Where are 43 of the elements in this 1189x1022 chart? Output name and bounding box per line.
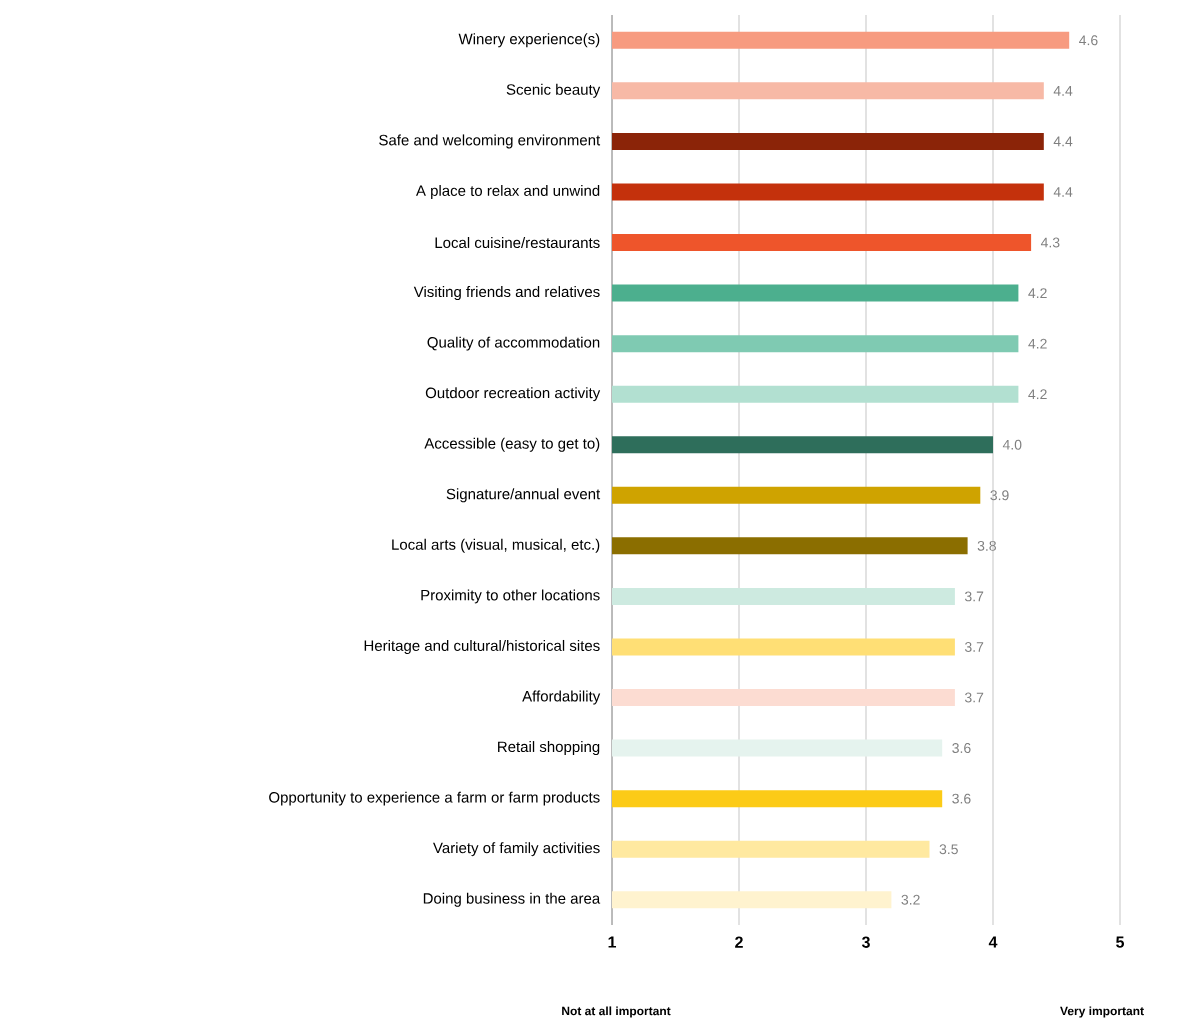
- text: Very important: [1060, 1006, 1144, 1018]
- data-label: 4.2: [1028, 288, 1047, 298]
- y-tick-label: Proximity to other locations: [421, 589, 600, 604]
- data-label: 4.2: [1028, 338, 1047, 349]
- data-label: 4.3: [1040, 237, 1060, 248]
- y-tick-label: Retail shopping: [498, 741, 600, 756]
- y-tick-label: Signature/annual event: [446, 488, 601, 503]
- data-label: 3.7: [964, 692, 984, 703]
- y-tick-label: A place to relax and unwind: [415, 184, 600, 199]
- text: Not at all important: [562, 1006, 671, 1018]
- y-tick-label: Doing business in the area: [423, 892, 601, 907]
- y-tick-label: Local arts (visual, musical, etc.): [392, 538, 600, 553]
- y-tick-label: Visiting friends and relatives: [413, 286, 600, 301]
- y-tick-label: Affordability: [522, 690, 601, 705]
- y-tick-label: Quality of accommodation: [427, 336, 600, 351]
- y-tick-label: Winery experience(s): [458, 33, 600, 48]
- x-tick-label: 1: [608, 936, 617, 948]
- data-label: 4.0: [1002, 439, 1022, 450]
- data-label: 3.9: [990, 490, 1009, 501]
- y-tick-label: Variety of family activities: [433, 842, 600, 857]
- x-tick-label: 5: [1116, 936, 1125, 948]
- y-tick-label: Safe and welcoming environment: [379, 134, 601, 149]
- data-label: 4.4: [1053, 187, 1073, 197]
- data-label: 3.2: [901, 894, 920, 905]
- y-tick-label: Outdoor recreation activity: [425, 387, 601, 402]
- y-tick-label: Accessible (easy to get to): [424, 437, 600, 452]
- y-tick-label: Scenic beauty: [506, 83, 601, 98]
- data-label: 3.6: [952, 743, 971, 754]
- data-label: 3.6: [952, 793, 971, 804]
- y-tick-label: Opportunity to experience a farm or farm products: [269, 791, 600, 806]
- data-label: 3.8: [977, 540, 996, 551]
- data-label: 3.7: [964, 642, 984, 652]
- y-tick-label: Heritage and cultural/historical sites: [364, 639, 600, 654]
- data-label: 3.5: [939, 844, 958, 855]
- y-tick-label: Local cuisine/restaurants: [435, 237, 600, 249]
- x-tick-label: 2: [735, 936, 743, 948]
- data-label: 4.6: [1079, 35, 1098, 46]
- x-tick-label: 4: [988, 936, 998, 948]
- data-label: 4.2: [1028, 389, 1047, 400]
- data-label: 4.4: [1053, 136, 1073, 147]
- x-tick-label: 3: [861, 936, 870, 948]
- data-label: 3.7: [964, 591, 984, 602]
- data-label: 4.4: [1053, 86, 1073, 96]
